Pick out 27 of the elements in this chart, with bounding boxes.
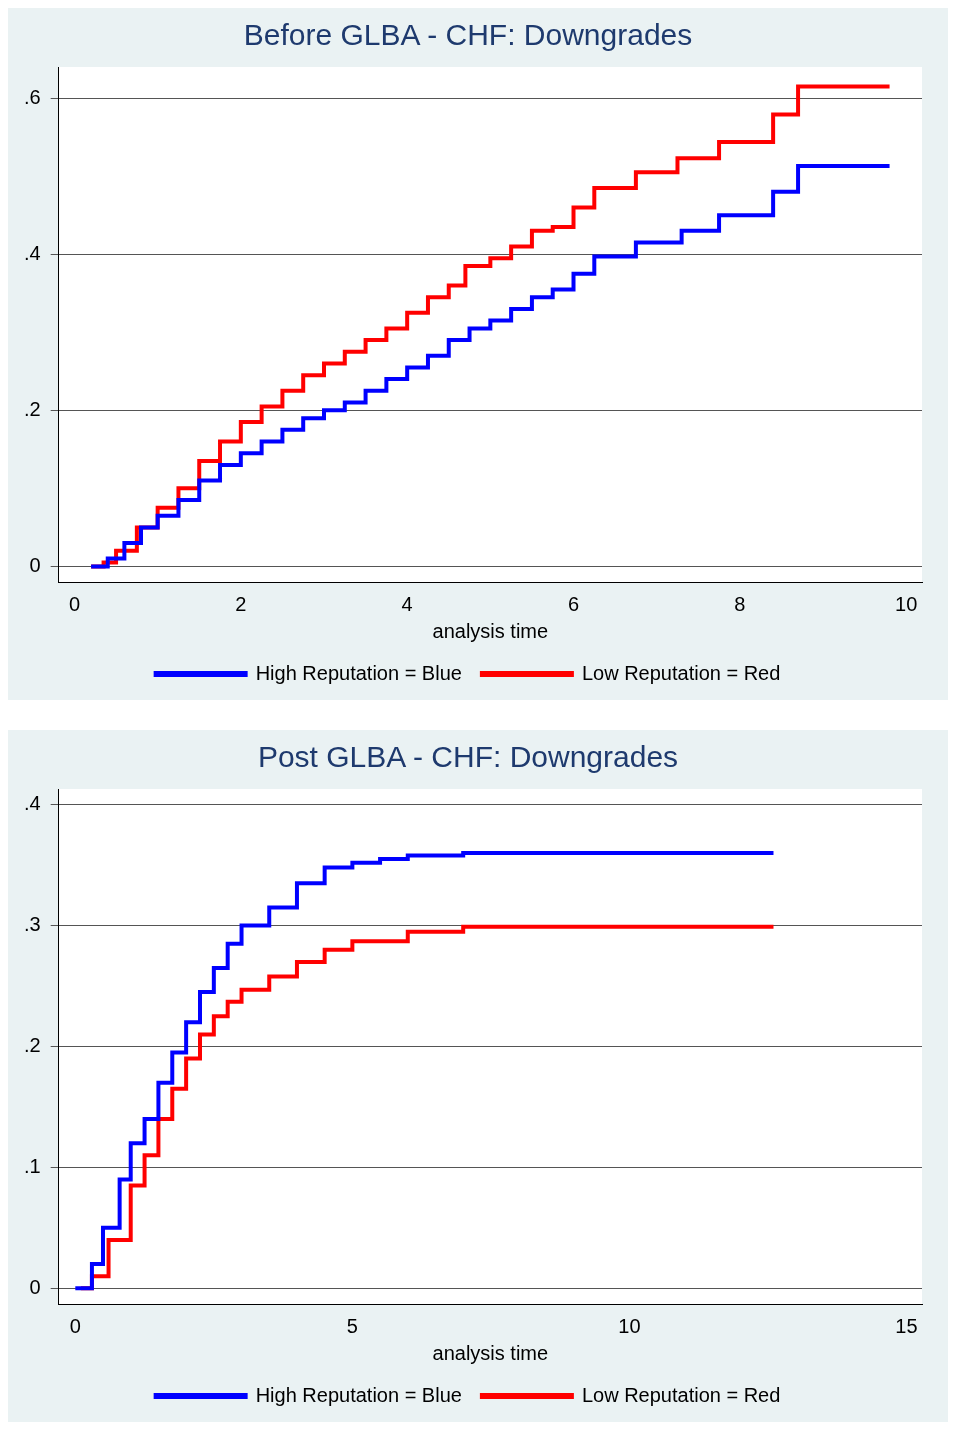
- y-tick-label: .2: [23, 397, 41, 420]
- legend-label: High Reputation = Blue: [255, 1383, 462, 1406]
- x-tick-label: 0: [68, 592, 81, 615]
- legend-label: High Reputation = Blue: [255, 661, 462, 684]
- chart-title: Before GLBA - CHF: Downgrades: [243, 18, 693, 52]
- y-tick-label: .4: [23, 241, 41, 264]
- y-tick-label: .6: [23, 85, 41, 108]
- x-tick-label: 8: [734, 592, 746, 615]
- x-tick-label: 10: [618, 1314, 641, 1337]
- y-tick-label: .1: [23, 1154, 41, 1177]
- legend-label: Low Reputation = Red: [581, 1383, 781, 1406]
- x-axis-title: analysis time: [432, 1341, 549, 1364]
- x-axis-title: analysis time: [432, 619, 549, 642]
- x-tick-label: 4: [401, 592, 413, 615]
- x-tick-label: 10: [895, 592, 918, 615]
- y-tick-label: 0: [29, 553, 41, 576]
- y-tick-label: 0: [29, 1275, 41, 1298]
- x-tick-label: 0: [69, 1314, 81, 1337]
- legend-label: Low Reputation = Red: [581, 661, 781, 684]
- x-tick-label: 15: [895, 1314, 918, 1337]
- y-tick-label: .2: [23, 1034, 41, 1057]
- x-tick-label: 6: [567, 592, 580, 615]
- x-tick-label: 5: [346, 1314, 358, 1337]
- chart-title: Post GLBA - CHF: Downgrades: [257, 740, 679, 774]
- y-tick-label: .4: [23, 792, 41, 815]
- y-tick-label: .3: [23, 913, 41, 936]
- x-tick-label: 2: [235, 592, 247, 615]
